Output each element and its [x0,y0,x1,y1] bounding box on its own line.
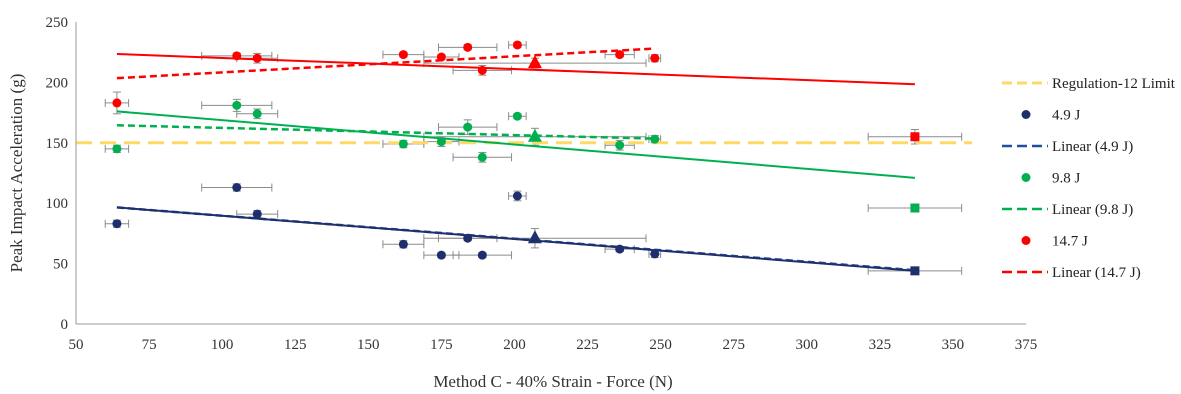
data-point [615,50,625,60]
legend: Regulation-12 Limit 4.9 J Linear (4.9 J) 9.… [1002,76,1176,281]
data-point [650,249,660,259]
data-markers [112,40,920,276]
data-point [112,144,122,154]
data-point [463,122,473,132]
x-tick-label: 75 [142,337,157,353]
square-point [910,266,920,276]
triangle-point [527,128,542,142]
legend-label: Linear (14.7 J) [1052,265,1141,281]
data-point [650,134,660,144]
legend-label: Linear (9.8 J) [1052,202,1133,218]
x-axis-title: Method C - 40% Strain - Force (N) [433,372,672,391]
legend-label: 4.9 J [1052,108,1081,124]
y-axis-title: Peak Impact Acceleration (g) [7,74,26,273]
x-tick-label: 375 [1015,337,1038,353]
x-tick-label: 325 [869,337,892,353]
x-tick-label: 300 [796,337,819,353]
data-point [398,239,408,249]
square-point [910,132,920,142]
data-point [112,98,122,108]
data-point [477,152,487,162]
triangle-point [527,230,542,244]
x-tick-label: 100 [211,337,234,353]
data-point [436,137,446,147]
y-tick-label: 150 [46,136,69,152]
data-point [512,111,522,121]
y-tick-label: 50 [53,257,68,273]
trend-line [116,124,655,140]
data-point [232,100,242,110]
x-tick-label: 150 [357,337,380,353]
data-point [252,209,262,219]
y-tick-label: 200 [46,75,69,91]
x-tick-label: 275 [722,337,745,353]
data-point [650,53,660,63]
fit-line [116,206,916,272]
data-point [436,250,446,260]
x-tick-label: 125 [284,337,307,353]
fit-line [116,53,915,86]
trend-lines [116,47,916,272]
legend-dot-swatch [1021,236,1031,245]
data-point [252,109,262,119]
x-tick-label: 225 [576,337,599,353]
legend-label: Linear (4.9 J) [1052,139,1133,155]
data-point [252,53,262,63]
data-point [615,244,625,254]
legend-dot-swatch [1021,173,1031,182]
legend-label: 9.8 J [1052,171,1081,187]
data-point [398,50,408,60]
x-tick-label: 200 [503,337,526,353]
data-point [463,42,473,52]
trend-line [116,47,655,80]
data-point [615,140,625,150]
legend-label: Regulation-12 Limit [1052,76,1176,92]
y-tick-label: 100 [46,196,69,212]
data-point [232,51,242,61]
x-tick-label: 350 [942,337,965,353]
data-point [512,40,522,50]
fit-line [116,110,916,179]
data-point [463,233,473,243]
data-point [477,250,487,260]
legend-label: 14.7 J [1052,234,1088,250]
data-point [112,219,122,229]
y-tick-label: 250 [46,15,69,31]
data-point [477,65,487,75]
x-tick-label: 50 [69,337,84,353]
legend-dot-swatch [1021,110,1031,119]
x-tick-label: 250 [649,337,672,353]
square-point [910,203,920,213]
y-tick-label: 0 [61,317,69,333]
data-point [398,139,408,149]
triangle-point [527,55,542,69]
data-point [512,191,522,201]
x-tick-label: 175 [430,337,453,353]
data-point [436,52,446,62]
data-point [232,182,242,192]
